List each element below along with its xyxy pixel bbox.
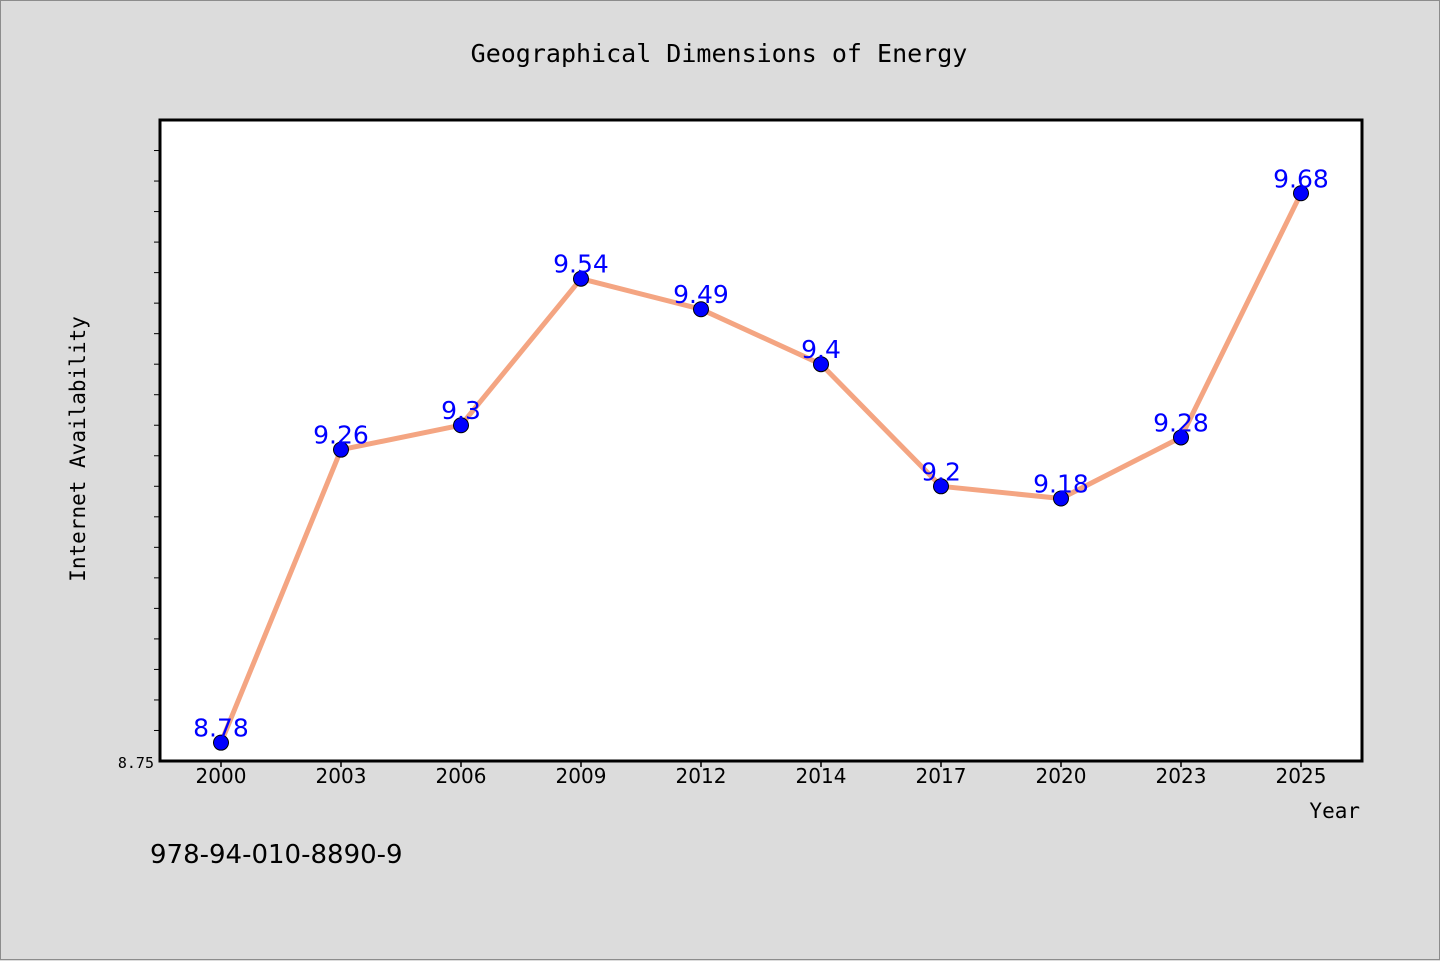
data-label: 9.68 bbox=[1273, 164, 1329, 193]
plot-area bbox=[158, 118, 1364, 763]
isbn-text: 978-94-010-8890-9 bbox=[150, 840, 403, 870]
chart-title: Geographical Dimensions of Energy bbox=[471, 39, 968, 68]
x-axis-ticks bbox=[220, 761, 1302, 767]
x-tick-label: 2003 bbox=[316, 764, 367, 788]
data-point bbox=[1173, 429, 1189, 446]
data-labels: 8.78 9.26 9.3 9.54 9.49 9.4 9.2 9.18 9.28 9.68 bbox=[193, 164, 1329, 742]
x-tick-label: 2000 bbox=[196, 764, 247, 788]
x-tick-label: 2017 bbox=[916, 764, 967, 788]
data-label: 9.26 bbox=[313, 421, 369, 450]
data-label: 9.18 bbox=[1033, 469, 1089, 498]
x-tick-label: 2020 bbox=[1036, 764, 1087, 788]
data-point bbox=[813, 356, 829, 373]
data-label: 9.2 bbox=[921, 457, 961, 486]
x-tick-label: 2009 bbox=[556, 764, 607, 788]
y-axis-minor-ticks bbox=[154, 150, 160, 731]
data-point bbox=[933, 478, 949, 495]
x-axis-label: Year bbox=[1309, 799, 1360, 823]
x-tick-label: 2012 bbox=[676, 764, 727, 788]
data-label: 8.78 bbox=[193, 714, 249, 743]
x-axis-tick-labels: 2000 2003 2006 2009 2012 2014 2017 2020 2023 2025 bbox=[196, 764, 1327, 788]
data-point bbox=[333, 441, 349, 458]
data-label: 9.49 bbox=[673, 280, 729, 309]
data-label: 9.28 bbox=[1153, 408, 1209, 437]
data-point bbox=[1053, 490, 1069, 507]
data-label: 9.4 bbox=[801, 335, 841, 364]
data-point bbox=[573, 270, 589, 287]
y-tick-label: 8.75 bbox=[118, 754, 154, 772]
data-point bbox=[1293, 185, 1309, 202]
y-axis-label: Internet Availability bbox=[66, 316, 90, 582]
series-line bbox=[218, 190, 1304, 746]
x-tick-label: 2006 bbox=[436, 764, 487, 788]
data-point bbox=[453, 417, 469, 434]
x-tick-label: 2023 bbox=[1156, 764, 1207, 788]
data-point bbox=[213, 734, 229, 751]
data-point bbox=[693, 301, 709, 318]
data-label: 9.3 bbox=[441, 396, 481, 425]
data-label: 9.54 bbox=[553, 250, 609, 279]
data-markers bbox=[213, 185, 1309, 751]
x-tick-label: 2014 bbox=[796, 764, 847, 788]
x-tick-label: 2025 bbox=[1276, 764, 1327, 788]
